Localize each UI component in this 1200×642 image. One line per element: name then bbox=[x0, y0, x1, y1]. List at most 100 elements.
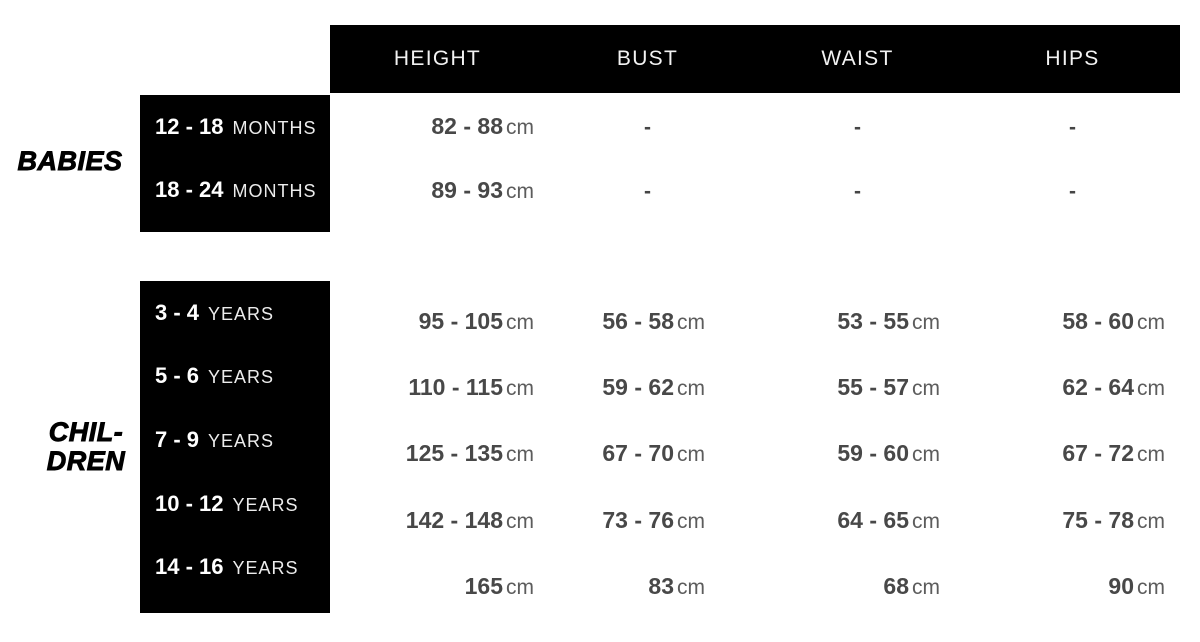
measurement-unit: cm bbox=[1137, 310, 1165, 334]
age-range-unit: MONTHS bbox=[232, 117, 317, 138]
age-range: 14 - 16 bbox=[155, 554, 224, 580]
measurement-cell-hips: 67 - 72 cm bbox=[965, 440, 1180, 467]
measurement-unit: cm bbox=[506, 509, 534, 533]
age-range: 18 - 24 bbox=[155, 177, 224, 203]
table-row: 110 - 115 cm 59 - 62 cm 55 - 57 cm 62 - 64 c… bbox=[330, 374, 1180, 401]
measurement-value: 64 - 65 bbox=[837, 506, 909, 533]
measurement-unit: cm bbox=[912, 576, 940, 600]
measurement-cell-height: 165 cm bbox=[330, 573, 545, 600]
age-range: 12 - 18 bbox=[155, 113, 224, 139]
age-range-row: 10 - 12 YEARS bbox=[155, 491, 330, 517]
age-range-unit: YEARS bbox=[208, 430, 275, 451]
measurement-cell-bust: 56 - 58 cm bbox=[545, 308, 750, 335]
measurement-value: 90 bbox=[1108, 573, 1134, 600]
measurement-cell-bust: 59 - 62 cm bbox=[545, 374, 750, 401]
measurement-cell-height: 142 - 148 cm bbox=[330, 507, 545, 534]
measurement-cell-waist: - bbox=[854, 116, 861, 140]
measurement-unit: cm bbox=[1137, 576, 1165, 600]
measurement-unit: cm bbox=[677, 310, 705, 334]
table-row: 82 - 88 cm - - - bbox=[330, 113, 1180, 140]
measurement-cell-bust: - bbox=[644, 116, 651, 140]
measurement-value: 55 - 57 bbox=[837, 374, 909, 401]
column-header-height: HEIGHT bbox=[393, 47, 482, 70]
measurement-cell-hips: - bbox=[1069, 116, 1076, 140]
measurement-cell-waist: - bbox=[854, 179, 861, 203]
measurement-value: 125 - 135 bbox=[405, 440, 503, 467]
table-header: HEIGHT BUST WAIST HIPS bbox=[330, 25, 1180, 93]
measurement-unit: cm bbox=[677, 509, 705, 533]
age-range-row: 12 - 18 MONTHS bbox=[155, 114, 330, 140]
age-range-unit: YEARS bbox=[232, 494, 299, 515]
measurement-unit: cm bbox=[506, 310, 534, 334]
measurement-value: 142 - 148 bbox=[405, 506, 503, 533]
measurement-cell-hips: 62 - 64 cm bbox=[965, 374, 1180, 401]
group-label-children-line2: DREN bbox=[46, 446, 126, 476]
age-range-unit: YEARS bbox=[208, 303, 275, 324]
age-range-row: 14 - 16 YEARS bbox=[155, 554, 330, 580]
measurement-cell-hips: 90 cm bbox=[965, 573, 1180, 600]
measurement-value: 73 - 76 bbox=[602, 506, 674, 533]
measurement-value: 165 bbox=[464, 573, 503, 600]
children-age-panel: 3 - 4 YEARS 5 - 6 YEARS 7 - 9 YEARS 10 -… bbox=[140, 281, 330, 613]
measurement-value: 68 bbox=[883, 573, 909, 600]
measurement-unit: cm bbox=[506, 377, 534, 401]
measurement-unit: cm bbox=[1137, 509, 1165, 533]
measurement-unit: cm bbox=[677, 377, 705, 401]
measurement-value: 89 - 93 bbox=[431, 176, 503, 203]
measurement-value: 59 - 62 bbox=[602, 374, 674, 401]
measurement-unit: cm bbox=[506, 576, 534, 600]
measurement-cell-height: 82 - 88 cm bbox=[330, 113, 545, 140]
age-range-unit: YEARS bbox=[208, 367, 275, 388]
measurement-unit: cm bbox=[912, 310, 940, 334]
measurement-cell-bust: 73 - 76 cm bbox=[545, 507, 750, 534]
measurement-unit: cm bbox=[677, 443, 705, 467]
group-label-babies: BABIES bbox=[17, 145, 123, 176]
age-range-unit: MONTHS bbox=[232, 181, 317, 202]
measurement-value: 67 - 70 bbox=[602, 440, 674, 467]
table-row: 165 cm 83 cm 68 cm 90 cm bbox=[330, 573, 1180, 600]
measurement-cell-height: 95 - 105 cm bbox=[330, 308, 545, 335]
measurement-value: 83 bbox=[648, 573, 674, 600]
measurement-cell-waist: 55 - 57 cm bbox=[750, 374, 965, 401]
measurement-cell-hips: - bbox=[1069, 179, 1076, 203]
age-range-row: 18 - 24 MONTHS bbox=[155, 177, 330, 203]
measurement-unit: cm bbox=[506, 443, 534, 467]
measurement-cell-bust: 67 - 70 cm bbox=[545, 440, 750, 467]
measurement-cell-height: 125 - 135 cm bbox=[330, 440, 545, 467]
measurement-value: 67 - 72 bbox=[1062, 440, 1134, 467]
measurement-value: 59 - 60 bbox=[837, 440, 909, 467]
measurement-unit: cm bbox=[912, 377, 940, 401]
column-header-hips: HIPS bbox=[1045, 47, 1100, 70]
column-header-bust: BUST bbox=[616, 47, 679, 70]
measurement-value: 82 - 88 bbox=[431, 113, 503, 140]
age-range-row: 5 - 6 YEARS bbox=[155, 363, 330, 389]
measurement-unit: cm bbox=[506, 179, 534, 203]
table-row: 95 - 105 cm 56 - 58 cm 53 - 55 cm 58 - 60 cm bbox=[330, 308, 1180, 335]
group-label-children: CHIL- DREN bbox=[0, 417, 172, 476]
measurement-cell-waist: 59 - 60 cm bbox=[750, 440, 965, 467]
measurement-cell-hips: 58 - 60 cm bbox=[965, 308, 1180, 335]
age-range: 10 - 12 bbox=[155, 490, 224, 516]
measurement-cell-waist: 68 cm bbox=[750, 573, 965, 600]
table-row: 142 - 148 cm 73 - 76 cm 64 - 65 cm 75 - 78 c… bbox=[330, 507, 1180, 534]
measurement-value: 62 - 64 bbox=[1062, 374, 1134, 401]
measurement-cell-bust: - bbox=[644, 179, 651, 203]
age-range-row: 7 - 9 YEARS bbox=[155, 427, 330, 453]
measurement-value: 53 - 55 bbox=[837, 307, 909, 334]
measurement-unit: cm bbox=[912, 443, 940, 467]
age-range-unit: YEARS bbox=[232, 558, 299, 579]
age-range: 5 - 6 bbox=[155, 363, 200, 389]
measurement-cell-height: 89 - 93 cm bbox=[330, 177, 545, 204]
measurement-value: 110 - 115 bbox=[408, 374, 503, 401]
group-label-children-line1: CHIL- bbox=[48, 417, 124, 447]
babies-measurements: 82 - 88 cm - - - 89 - 93 cm - - - bbox=[330, 95, 1180, 232]
age-range: 3 - 4 bbox=[155, 299, 200, 325]
column-header-waist: WAIST bbox=[821, 47, 894, 70]
age-range: 7 - 9 bbox=[155, 426, 200, 452]
measurement-cell-waist: 53 - 55 cm bbox=[750, 308, 965, 335]
children-measurements: 95 - 105 cm 56 - 58 cm 53 - 55 cm 58 - 60 cm… bbox=[330, 288, 1180, 620]
measurement-cell-bust: 83 cm bbox=[545, 573, 750, 600]
measurement-cell-hips: 75 - 78 cm bbox=[965, 507, 1180, 534]
measurement-unit: cm bbox=[506, 116, 534, 140]
